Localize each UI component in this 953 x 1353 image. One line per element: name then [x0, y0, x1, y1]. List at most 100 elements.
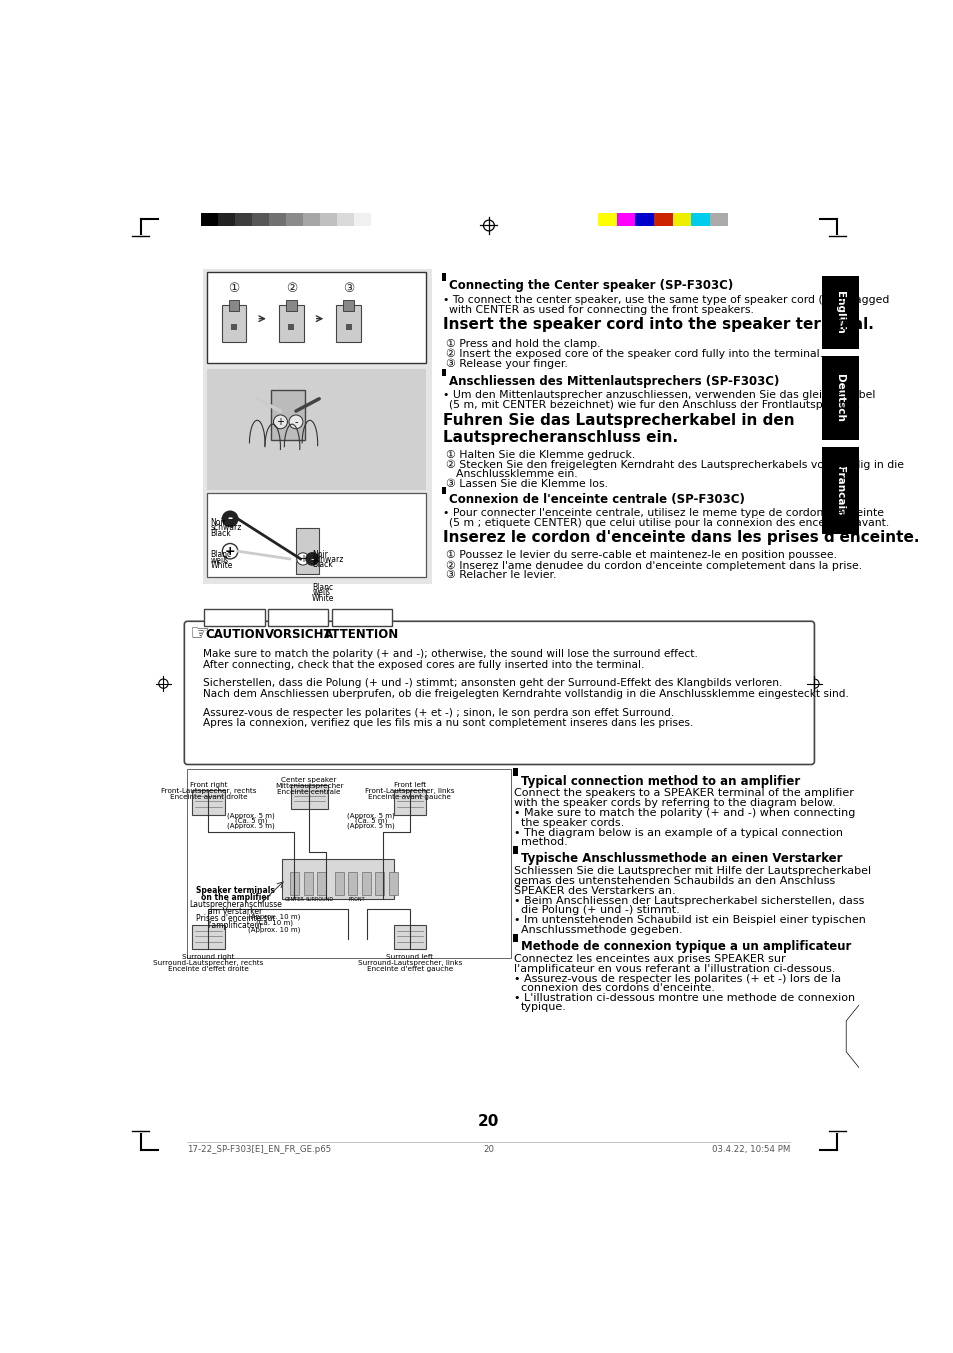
- Text: • The diagram below is an example of a typical connection: • The diagram below is an example of a t…: [514, 828, 842, 838]
- Text: Methode de connexion typique a un amplificateur: Methode de connexion typique a un amplif…: [520, 940, 850, 953]
- Text: 20: 20: [483, 1145, 494, 1154]
- Text: connexion des cordons d'enceinte.: connexion des cordons d'enceinte.: [520, 984, 714, 993]
- Bar: [394, 924, 426, 950]
- Text: Surround left: Surround left: [386, 954, 433, 959]
- Bar: [345, 325, 352, 330]
- Text: (Approx. 5 m): (Approx. 5 m): [347, 812, 395, 819]
- Text: • Im untenstehenden Schaubild ist ein Beispiel einer typischen: • Im untenstehenden Schaubild ist ein Be…: [514, 916, 865, 925]
- Text: Lautsprecheranschlusse: Lautsprecheranschlusse: [189, 900, 282, 909]
- Bar: [252, 214, 269, 226]
- Text: Noir: Noir: [312, 549, 328, 559]
- Text: gemas des untenstehenden Schaubilds an den Anschluss: gemas des untenstehenden Schaubilds an d…: [514, 877, 835, 886]
- Text: • L'illustration ci-dessous montre une methode de connexion: • L'illustration ci-dessous montre une m…: [514, 993, 855, 1003]
- Text: ☞: ☞: [189, 624, 209, 644]
- Bar: [234, 214, 252, 226]
- Text: • To connect the center speaker, use the same type of speaker cord (5 m; tagged: • To connect the center speaker, use the…: [443, 295, 888, 304]
- Text: with CENTER as used for connecting the front speakers.: with CENTER as used for connecting the f…: [449, 304, 754, 315]
- Text: Insert the speaker cord into the speaker terminal.: Insert the speaker cord into the speaker…: [443, 317, 873, 331]
- Text: (Approx. 10 m): (Approx. 10 m): [248, 913, 300, 920]
- Text: Anschliessen des Mittenlautsprechers (SP-F303C): Anschliessen des Mittenlautsprechers (SP…: [449, 375, 779, 388]
- Text: Assurez-vous de respecter les polarites (+ et -) ; sinon, le son perdra son effe: Assurez-vous de respecter les polarites …: [203, 708, 674, 717]
- Text: Noir: Noir: [211, 518, 227, 528]
- Text: • Pour connecter l'enceinte centrale, utilisez le meme type de cordon d'enceinte: • Pour connecter l'enceinte centrale, ut…: [443, 509, 883, 518]
- Text: (Ca. 5 m): (Ca. 5 m): [234, 817, 267, 824]
- Text: (5 m ; etiquete CENTER) que celui utilise pour la connexion des enceintes avant.: (5 m ; etiquete CENTER) que celui utilis…: [449, 518, 889, 528]
- Text: Surround right: Surround right: [182, 954, 234, 959]
- Bar: [192, 790, 224, 815]
- Text: (Ca. 5 m): (Ca. 5 m): [355, 817, 387, 824]
- Text: on the amplifier: on the amplifier: [200, 893, 270, 902]
- Bar: [354, 214, 371, 226]
- Text: -: -: [310, 553, 314, 564]
- Bar: [217, 214, 234, 226]
- Text: White: White: [312, 594, 335, 602]
- Bar: [204, 609, 265, 626]
- Bar: [375, 871, 384, 894]
- Bar: [617, 214, 635, 226]
- FancyBboxPatch shape: [184, 621, 814, 764]
- Bar: [691, 214, 709, 226]
- Text: l'amplificateur en vous referant a l'illustration ci-dessous.: l'amplificateur en vous referant a l'ill…: [514, 963, 835, 974]
- Text: the speaker cords.: the speaker cords.: [520, 817, 623, 828]
- Bar: [336, 214, 354, 226]
- Text: Surround-Lautsprecher, links: Surround-Lautsprecher, links: [357, 961, 461, 966]
- Text: ② Stecken Sie den freigelegten Kerndraht des Lautsprecherkabels vollstandig in d: ② Stecken Sie den freigelegten Kerndraht…: [446, 460, 903, 469]
- Text: ① Halten Sie die Klemme gedruck.: ① Halten Sie die Klemme gedruck.: [446, 449, 635, 460]
- Circle shape: [306, 553, 318, 566]
- Text: After connecting, check that the exposed cores are fully inserted into the termi: After connecting, check that the exposed…: [203, 660, 643, 670]
- Text: Surround-Lautsprecher, rechts: Surround-Lautsprecher, rechts: [153, 961, 263, 966]
- Text: Schliessen Sie die Lautsprecher mit Hilfe der Lautsprecherkabel: Schliessen Sie die Lautsprecher mit Hilf…: [514, 866, 871, 877]
- Text: CENTER: CENTER: [284, 897, 304, 902]
- Bar: [290, 871, 298, 894]
- Text: Nach dem Anschliessen uberprufen, ob die freigelegten Kerndrahte vollstandig in : Nach dem Anschliessen uberprufen, ob die…: [203, 689, 848, 700]
- Text: White: White: [211, 561, 233, 570]
- Text: ③ Relacher le levier.: ③ Relacher le levier.: [446, 571, 557, 580]
- Text: • Beim Anschliessen der Lautsprecherkabel sicherstellen, dass: • Beim Anschliessen der Lautsprecherkabe…: [514, 896, 864, 907]
- Text: +: +: [276, 417, 284, 426]
- Bar: [207, 369, 426, 490]
- Bar: [361, 871, 371, 894]
- Text: schwarz: schwarz: [211, 524, 242, 533]
- Bar: [635, 214, 654, 226]
- Text: (5 m, mit CENTER bezeichnet) wie fur den Anschluss der Frontlautsprecher.: (5 m, mit CENTER bezeichnet) wie fur den…: [449, 400, 860, 410]
- Bar: [286, 214, 303, 226]
- Text: Front-Lautsprecher, links: Front-Lautsprecher, links: [365, 787, 455, 794]
- Text: +: +: [225, 545, 235, 557]
- Bar: [709, 214, 728, 226]
- Text: • Assurez-vous de respecter les polarites (+ et -) lors de la: • Assurez-vous de respecter les polarite…: [514, 974, 841, 984]
- Text: Black: Black: [312, 560, 333, 570]
- Text: ③ Release your finger.: ③ Release your finger.: [446, 359, 567, 369]
- Bar: [672, 214, 691, 226]
- Text: Mittenlautsprecher: Mittenlautsprecher: [274, 783, 343, 789]
- Text: (Approx. 5 m): (Approx. 5 m): [227, 812, 274, 819]
- Circle shape: [222, 544, 237, 559]
- Text: weiß: weiß: [211, 556, 229, 564]
- Text: Enceinte avant droite: Enceinte avant droite: [170, 794, 247, 800]
- Bar: [371, 214, 388, 226]
- Bar: [192, 924, 224, 950]
- Text: schwarz: schwarz: [312, 555, 343, 564]
- Bar: [319, 214, 336, 226]
- Text: Fuhren Sie das Lautsprecherkabel in den: Fuhren Sie das Lautsprecherkabel in den: [443, 413, 794, 428]
- Bar: [343, 300, 354, 311]
- Text: Anschlussklemme ein.: Anschlussklemme ein.: [456, 469, 577, 479]
- Bar: [821, 448, 858, 533]
- Text: 20: 20: [477, 1114, 499, 1128]
- Text: ③: ③: [343, 281, 354, 295]
- Text: Enceinte centrale: Enceinte centrale: [277, 789, 340, 796]
- Text: (Approx. 5 m): (Approx. 5 m): [227, 823, 274, 829]
- Bar: [278, 304, 303, 342]
- Text: • Um den Mittenlautsprecher anzuschliessen, verwenden Sie das gleiche Kabel: • Um den Mittenlautsprecher anzuschliess…: [443, 390, 875, 400]
- Bar: [394, 790, 426, 815]
- Bar: [288, 325, 294, 330]
- Text: Lautsprecheranschluss ein.: Lautsprecheranschluss ein.: [443, 429, 678, 445]
- Text: Connecting the Center speaker (SP-F303C): Connecting the Center speaker (SP-F303C): [449, 280, 733, 292]
- Text: Enceinte d'effet droite: Enceinte d'effet droite: [168, 966, 249, 973]
- Text: Inserez le cordon d'enceinte dans les prises d'enceinte.: Inserez le cordon d'enceinte dans les pr…: [443, 530, 919, 545]
- Bar: [654, 214, 672, 226]
- Bar: [303, 871, 313, 894]
- Bar: [441, 369, 446, 376]
- Text: weiß: weiß: [312, 589, 330, 597]
- Bar: [200, 214, 217, 226]
- Bar: [268, 609, 328, 626]
